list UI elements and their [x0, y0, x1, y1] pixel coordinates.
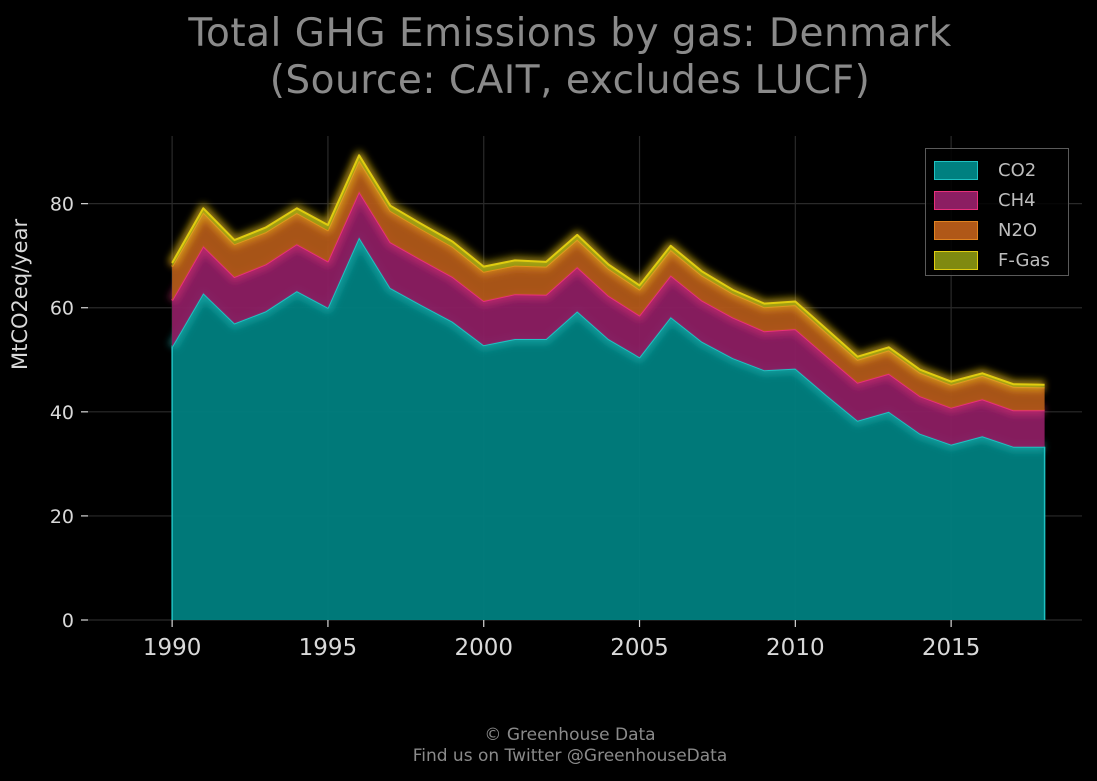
area-layer — [167, 150, 1046, 620]
x-tick-label-1995: 1995 — [299, 635, 358, 661]
area-ch4 — [172, 191, 1045, 447]
x-tick-label-1990: 1990 — [143, 635, 202, 661]
y-tick-label-0: 0 — [62, 610, 74, 632]
legend-item-fgas: F-Gas — [934, 245, 1060, 275]
axis-layer: 1990 1995 2000 2005 2010 2015 0 20 40 60 80 — [50, 194, 981, 661]
legend-swatch-co2 — [934, 160, 978, 180]
chart-title-line-2: (Source: CAIT, excludes LUCF) — [269, 58, 871, 103]
x-tick-label-2000: 2000 — [454, 635, 513, 661]
x-tick-label-2005: 2005 — [610, 635, 669, 661]
legend-swatch-ch4 — [934, 190, 978, 210]
area-n2o — [172, 160, 1045, 411]
legend-item-co2: CO2 — [934, 155, 1060, 185]
y-tick-label-80: 80 — [50, 194, 74, 216]
legend-item-n2o: N2O — [934, 215, 1060, 245]
chart-title: Total GHG Emissions by gas: Denmark (Sou… — [0, 10, 1097, 104]
line-fgas — [171, 154, 1045, 386]
legend-label-fgas: F-Gas — [998, 249, 1050, 271]
legend-label-n2o: N2O — [998, 219, 1038, 241]
x-tick-label-2010: 2010 — [766, 635, 825, 661]
footer-twitter: Find us on Twitter @GreenhouseData — [412, 746, 728, 766]
legend-swatch-n2o — [934, 220, 978, 240]
legend: CO2 CH4 N2O F-Gas — [925, 148, 1069, 276]
y-axis-label: MtCO2eq/year — [8, 218, 32, 370]
legend-label-co2: CO2 — [998, 159, 1037, 181]
chart-title-line-1: Total GHG Emissions by gas: Denmark — [188, 11, 952, 56]
y-tick-label-20: 20 — [50, 506, 74, 528]
area-co2 — [172, 237, 1045, 620]
y-tick-label-40: 40 — [50, 402, 74, 424]
footer-copyright: © Greenhouse Data — [484, 725, 656, 745]
legend-label-ch4: CH4 — [998, 189, 1036, 211]
y-tick-label-60: 60 — [50, 298, 74, 320]
x-tick-label-2015: 2015 — [922, 635, 981, 661]
legend-swatch-fgas — [934, 250, 978, 270]
legend-item-ch4: CH4 — [934, 185, 1060, 215]
